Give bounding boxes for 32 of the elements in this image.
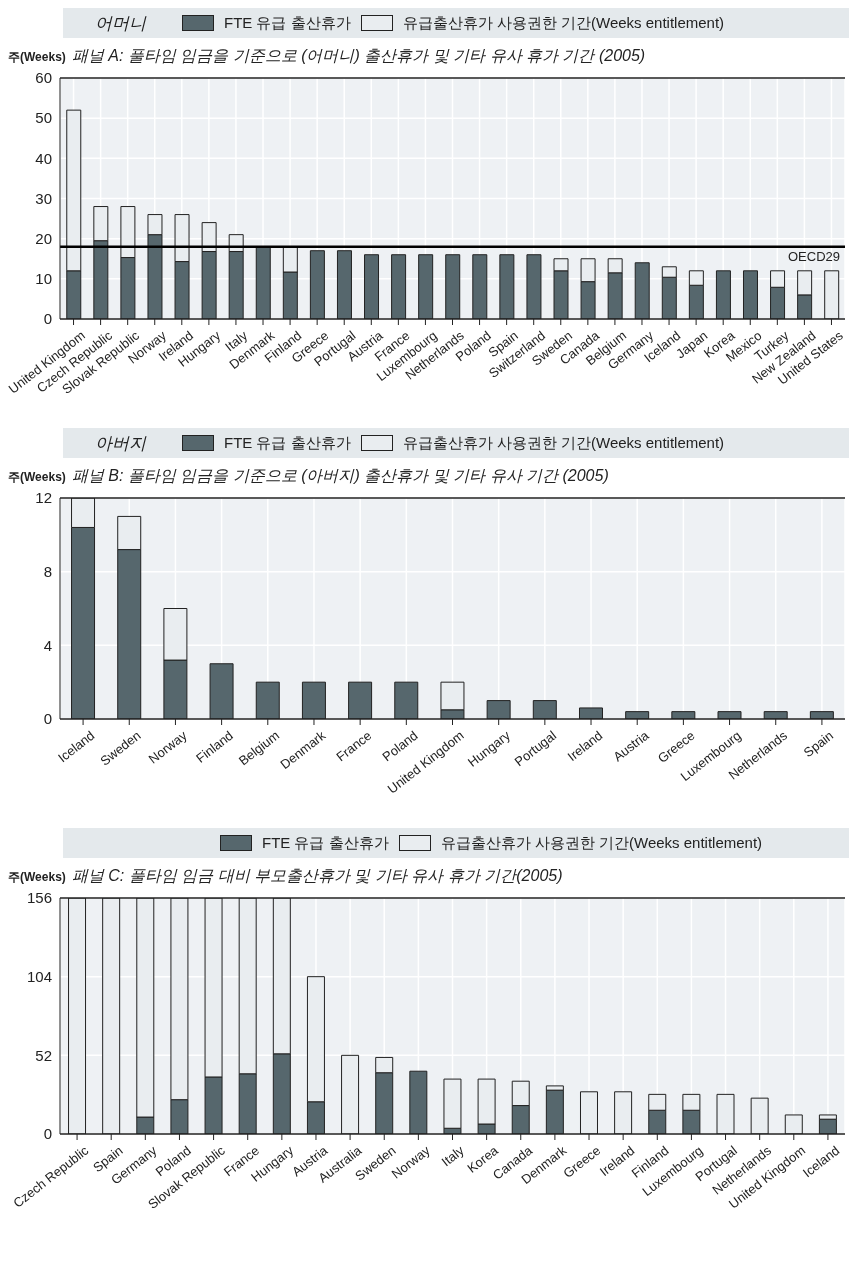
y-tick-label: 52 bbox=[35, 1046, 52, 1064]
y-tick-label: 156 bbox=[26, 889, 52, 907]
legend-label: FTE 유급 출산휴가 bbox=[262, 833, 389, 853]
y-tick-label: 0 bbox=[43, 1125, 52, 1143]
y-axis-title: 주(Weeks) bbox=[8, 469, 66, 486]
y-tick-label: 0 bbox=[43, 710, 52, 728]
chart-title: 패널 C: 풀타임 임금 대비 부모출산휴가 및 기타 유사 휴가 기간(2005) bbox=[71, 866, 563, 886]
y-tick-label: 60 bbox=[35, 69, 52, 87]
y-tick-label: 50 bbox=[35, 109, 52, 127]
legend-label: 유급출산휴가 사용권한 기간(Weeks entitlement) bbox=[440, 833, 763, 853]
y-tick-label: 10 bbox=[35, 270, 52, 288]
y-axis-title: 주(Weeks) bbox=[8, 49, 66, 66]
ref-line-label: OECD29 bbox=[787, 248, 840, 264]
y-tick-label: 20 bbox=[35, 229, 52, 247]
y-tick-label: 40 bbox=[35, 149, 52, 167]
y-tick-label: 8 bbox=[43, 562, 52, 580]
y-tick-label: 4 bbox=[43, 636, 52, 654]
legend-title: 어머니 bbox=[95, 12, 146, 35]
x-tick-label: Italy bbox=[438, 1142, 468, 1170]
y-tick-label: 0 bbox=[43, 310, 52, 328]
legend-label: FTE 유급 출산휴가 bbox=[224, 13, 351, 33]
y-tick-label: 12 bbox=[35, 489, 52, 507]
legend-title: 아버지 bbox=[95, 432, 146, 455]
chart-title: 패널 B: 풀타임 임금을 기준으로 (아버지) 출산휴가 및 기타 유사 기간 (2005) bbox=[71, 466, 609, 486]
y-tick-label: 104 bbox=[26, 967, 52, 985]
legend-label: 유급출산휴가 사용권한 기간(Weeks entitlement) bbox=[402, 13, 725, 33]
legend-label: FTE 유급 출산휴가 bbox=[224, 433, 351, 453]
chart-title: 패널 A: 풀타임 임금을 기준으로 (어머니) 출산휴가 및 기타 유사 휴가 기간 (2005) bbox=[71, 46, 646, 66]
y-tick-label: 30 bbox=[35, 189, 52, 207]
legend-label: 유급출산휴가 사용권한 기간(Weeks entitlement) bbox=[402, 433, 725, 453]
y-axis-title: 주(Weeks) bbox=[8, 869, 66, 886]
bar bbox=[443, 1078, 462, 1129]
